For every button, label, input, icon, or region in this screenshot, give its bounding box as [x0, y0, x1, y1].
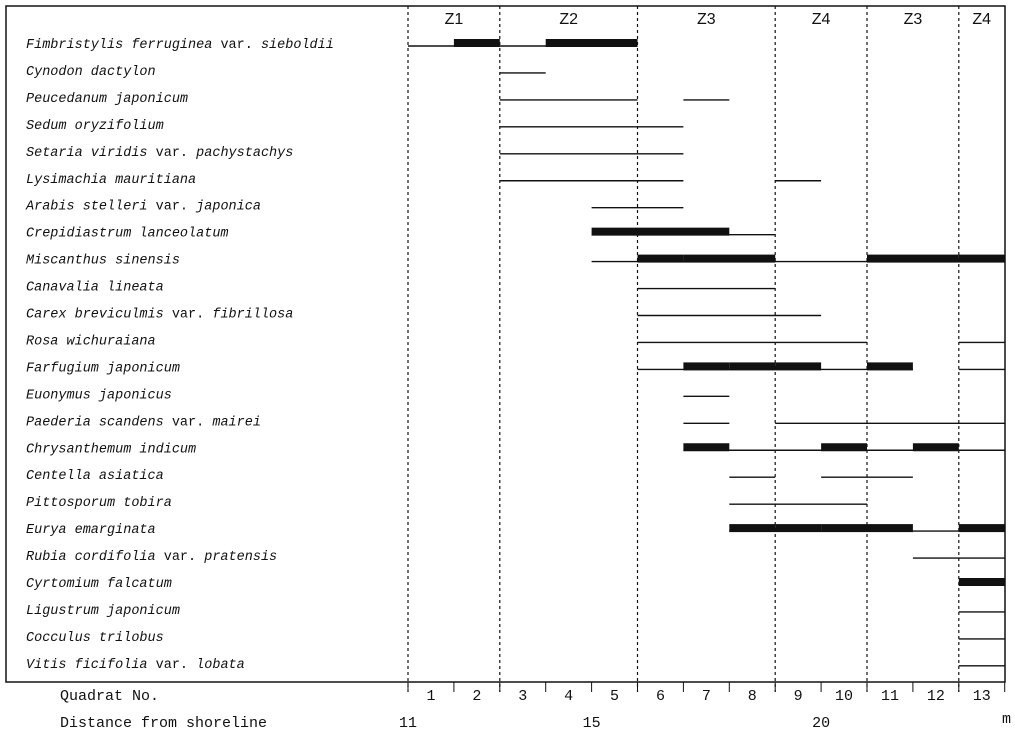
- species-label: Cyrtomium falcatum: [26, 577, 172, 592]
- quadrat-tick-label: 8: [748, 688, 757, 705]
- abundance-bar: [637, 254, 684, 263]
- distance-unit: m: [1002, 711, 1011, 728]
- plot-frame: [5, 5, 1006, 683]
- species-label: Peucedanum japonicum: [26, 92, 188, 107]
- species-labels: Fimbristylis ferruginea var. sieboldii Cy…: [25, 38, 334, 673]
- abundance-bar: [958, 578, 1005, 586]
- distance-axis: Distance from shoreline m 11 15 20: [60, 711, 1011, 732]
- species-label: Centella asiatica: [26, 469, 164, 484]
- zone-labels: Z1 Z2 Z3 Z4 Z3 Z4: [445, 11, 992, 28]
- abundance-bar: [683, 362, 730, 371]
- quadrat-tick-label: 2: [472, 688, 481, 705]
- distance-tick-label: 15: [583, 715, 601, 732]
- distance-tick-label: 20: [812, 715, 830, 732]
- abundance-bar: [683, 443, 730, 452]
- quadrat-tick-label: 12: [927, 688, 945, 705]
- species-label: Miscanthus sinensis: [26, 254, 180, 269]
- species-label: Carex breviculmis var. fibrillosa: [26, 308, 293, 323]
- abundance-bar: [821, 524, 867, 533]
- abundance-bar: [683, 254, 776, 263]
- quadrat-tick-label: 11: [881, 688, 899, 705]
- quadrat-tick-label: 5: [610, 688, 619, 705]
- quadrat-tick-label: 9: [794, 688, 803, 705]
- species-label: Rubia cordifolia var. pratensis: [26, 550, 277, 565]
- species-label: Vitis ficifolia var. lobata: [26, 658, 245, 673]
- quadrat-tick-label: 13: [973, 688, 991, 705]
- quadrat-axis: Quadrat No. 1 2 3 4 5 6 7 8 9 10 11 12 13: [60, 682, 1006, 705]
- abundance-bar: [545, 39, 638, 47]
- abundance-bar: [591, 227, 730, 236]
- quadrat-tick-label: 7: [702, 688, 711, 705]
- species-label: Setaria viridis var. pachystachys: [26, 146, 293, 161]
- abundance-bar: [912, 443, 959, 452]
- abundance-bar: [867, 524, 913, 533]
- species-label: Rosa wichuraiana: [26, 334, 156, 349]
- distribution-ranges: [408, 39, 1005, 667]
- species-label: Pittosporum tobira: [26, 496, 172, 511]
- abundance-bar: [867, 362, 913, 371]
- species-label: Crepidiastrum lanceolatum: [26, 227, 229, 242]
- species-label: Euonymus japonicus: [26, 388, 172, 403]
- zone-label: Z3: [697, 11, 716, 28]
- quadrat-tick-label: 3: [518, 688, 527, 705]
- zone-label: Z2: [559, 11, 578, 28]
- abundance-bar: [453, 39, 500, 47]
- abundance-bar: [775, 362, 822, 371]
- distance-tick-label: 11: [399, 715, 417, 732]
- species-label: Cocculus trilobus: [26, 631, 164, 646]
- abundance-bar: [867, 254, 959, 263]
- species-label: Eurya emarginata: [26, 523, 156, 538]
- species-label: Cynodon dactylon: [26, 65, 156, 80]
- abundance-bar: [958, 524, 1005, 533]
- species-label: Chrysanthemum indicum: [26, 442, 196, 457]
- species-label: Farfugium japonicum: [26, 361, 180, 376]
- species-label: Sedum oryzifolium: [26, 119, 164, 134]
- quadrat-tick-label: 6: [656, 688, 665, 705]
- abundance-bar: [729, 362, 776, 371]
- species-label: Canavalia lineata: [26, 281, 164, 296]
- abundance-bar: [729, 524, 776, 533]
- quadrat-axis-label: Quadrat No.: [60, 688, 159, 705]
- quadrat-tick-label: 4: [564, 688, 573, 705]
- zone-label: Z4: [972, 11, 991, 28]
- zone-label: Z3: [904, 11, 923, 28]
- distance-axis-label: Distance from shoreline: [60, 715, 267, 732]
- species-label: Ligustrum japonicum: [26, 604, 180, 619]
- zone-label: Z1: [445, 11, 464, 28]
- species-label: Paederia scandens var. mairei: [26, 415, 261, 430]
- abundance-bar: [775, 524, 822, 533]
- zone-boundaries: [407, 6, 960, 692]
- zone-label: Z4: [812, 11, 831, 28]
- quadrat-tick-label: 10: [835, 688, 853, 705]
- species-label: Lysimachia mauritiana: [26, 173, 196, 188]
- abundance-bar: [958, 254, 1005, 263]
- abundance-bar: [821, 443, 867, 452]
- quadrat-tick-label: 1: [426, 688, 435, 705]
- species-label: Fimbristylis ferruginea var. sieboldii: [26, 38, 334, 53]
- species-label: Arabis stelleri var. japonica: [25, 200, 261, 215]
